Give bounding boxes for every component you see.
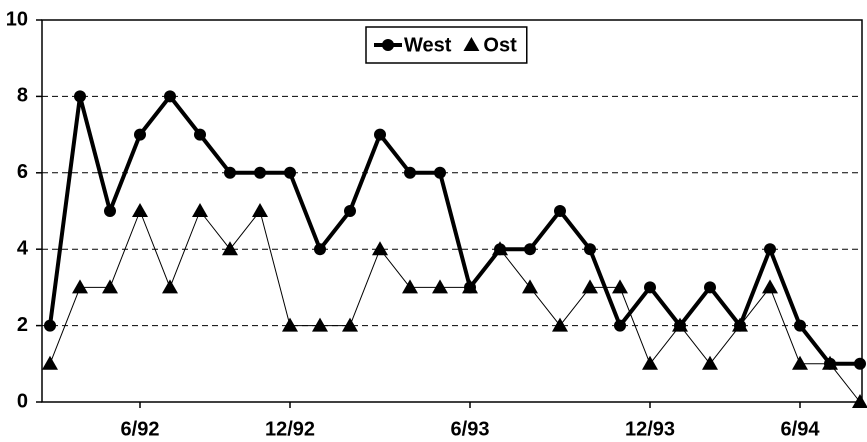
marker [522, 279, 538, 294]
marker [463, 37, 480, 51]
marker [734, 319, 746, 332]
legend-label: West [404, 34, 452, 56]
marker [282, 317, 298, 332]
marker [582, 279, 598, 294]
marker [702, 355, 718, 370]
marker [824, 357, 836, 370]
marker [674, 319, 686, 332]
marker [794, 319, 806, 332]
plot-frame [41, 19, 863, 403]
marker [164, 90, 176, 103]
marker [44, 319, 56, 332]
marker [704, 281, 716, 294]
marker [72, 279, 88, 294]
marker [612, 279, 628, 294]
x-tick-label: 12/93 [625, 418, 675, 440]
y-tick-label: 0 [17, 390, 28, 412]
marker [642, 355, 658, 370]
x-tick-label: 6/93 [451, 418, 490, 440]
marker [644, 281, 656, 294]
marker [102, 279, 118, 294]
marker [252, 203, 268, 217]
marker [524, 243, 536, 256]
y-tick-label: 10 [6, 8, 28, 30]
marker [554, 205, 566, 217]
marker [222, 241, 238, 256]
marker [374, 128, 386, 141]
marker [382, 39, 394, 51]
marker [434, 166, 446, 179]
marker [404, 166, 416, 179]
marker [194, 128, 206, 141]
y-tick-label: 8 [17, 85, 28, 107]
marker [312, 317, 328, 332]
marker [342, 317, 358, 332]
marker [852, 394, 867, 408]
marker [344, 205, 356, 217]
marker [432, 279, 448, 294]
marker [494, 243, 506, 256]
marker [402, 279, 418, 294]
marker [162, 279, 178, 294]
marker [74, 90, 86, 103]
marker [284, 166, 296, 179]
marker [584, 243, 596, 256]
marker [372, 241, 388, 256]
marker [224, 166, 236, 179]
marker [762, 279, 778, 294]
x-tick-label: 6/92 [121, 418, 160, 440]
marker [42, 355, 58, 370]
marker [134, 128, 146, 141]
marker [104, 205, 116, 217]
marker [464, 281, 476, 294]
legend: West Ost [365, 26, 528, 64]
x-tick-label: 12/92 [265, 418, 315, 440]
legend-label: Ost [483, 34, 517, 56]
x-tick-label: 6/94 [781, 418, 821, 440]
series-line [48, 94, 860, 366]
marker [854, 357, 866, 370]
marker [792, 355, 808, 370]
y-tick-label: 4 [17, 237, 29, 259]
marker [314, 243, 326, 256]
y-tick-label: 6 [17, 161, 28, 183]
marker [132, 203, 148, 217]
marker [764, 243, 776, 256]
y-tick-label: 2 [17, 314, 28, 336]
series-line [49, 210, 861, 403]
marker [614, 319, 626, 332]
marker [192, 203, 208, 217]
marker [254, 166, 266, 179]
marker [552, 317, 568, 332]
